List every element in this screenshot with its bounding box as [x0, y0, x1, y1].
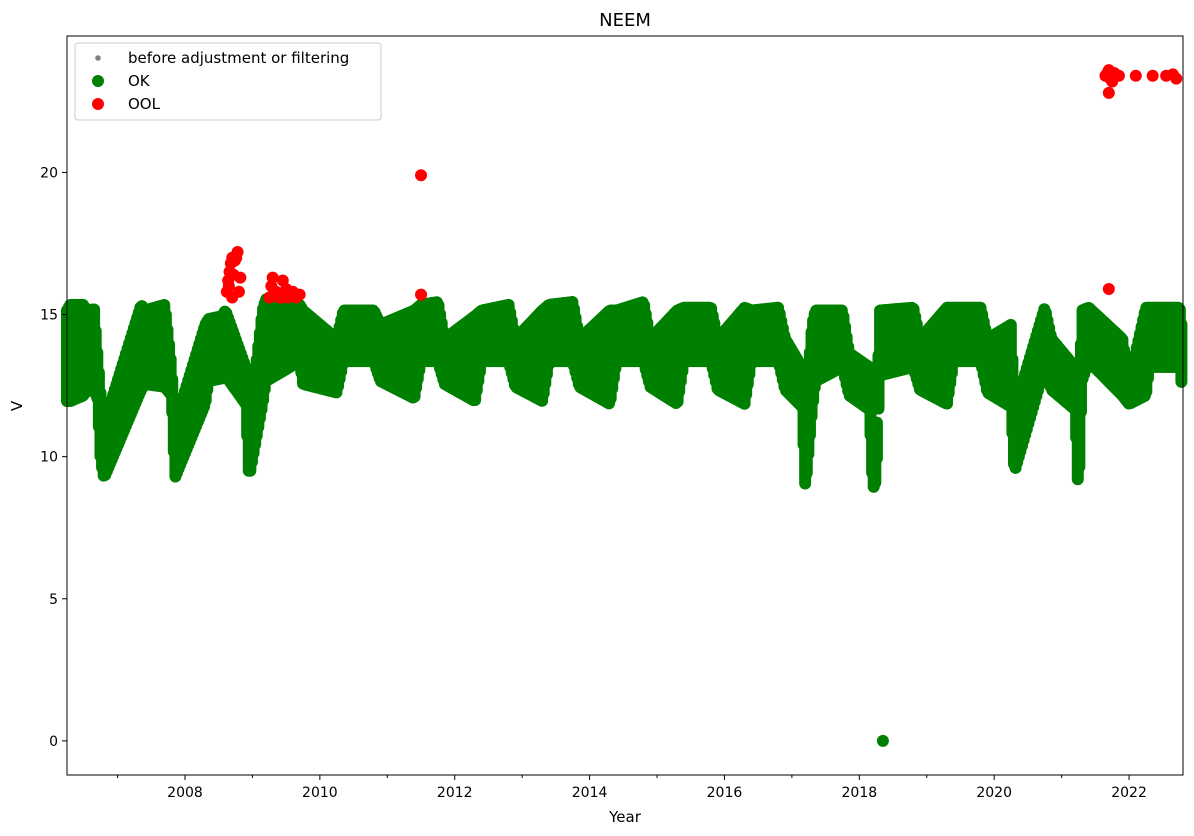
ok-series [61, 293, 1188, 747]
ool-point [1102, 282, 1115, 295]
plot-frame [66, 35, 1184, 776]
ool-point [226, 251, 239, 264]
x-tick-label: 2016 [707, 785, 743, 801]
y-axis-title: V [8, 400, 26, 411]
ool-point [1102, 86, 1115, 99]
ool-point [1112, 69, 1125, 82]
ool-point [222, 280, 235, 293]
legend: before adjustment or filtering OK OOL [74, 42, 382, 121]
x-axis: 2008 2010 2012 2014 2016 2018 2020 2022 [117, 775, 1147, 801]
y-tick-label: 0 [49, 734, 58, 750]
ool-point [415, 288, 428, 301]
y-tick-label: 5 [49, 592, 58, 608]
ool-point [1170, 72, 1183, 85]
legend-label-before: before adjustment or filtering [128, 49, 349, 67]
legend-label-ok: OK [128, 72, 151, 90]
x-tick-label: 2018 [842, 785, 878, 801]
x-tick-label: 2014 [572, 785, 608, 801]
y-axis: 0 5 10 15 20 [40, 165, 67, 750]
chart-title: NEEM [599, 10, 651, 31]
x-tick-label: 2012 [437, 785, 473, 801]
legend-label-ool: OOL [128, 95, 161, 113]
ool-point [415, 169, 428, 182]
y-tick-label: 10 [40, 450, 58, 466]
x-tick-label: 2020 [976, 785, 1012, 801]
ool-point [234, 271, 247, 284]
ool-point [293, 288, 306, 301]
x-axis-title: Year [608, 808, 642, 826]
legend-box [74, 42, 382, 121]
y-tick-label: 15 [40, 308, 58, 324]
ool-point [266, 271, 279, 284]
ok-point [876, 734, 889, 747]
ool-series [220, 64, 1183, 304]
ool-point [1129, 69, 1142, 82]
ool-point [1146, 69, 1159, 82]
legend-marker-ool [92, 98, 104, 110]
ool-point [281, 291, 294, 304]
x-tick-label: 2022 [1111, 785, 1147, 801]
x-tick-label: 2008 [167, 785, 203, 801]
legend-marker-before [95, 55, 101, 61]
ool-point [232, 285, 245, 298]
legend-marker-ok [92, 75, 104, 87]
x-tick-label: 2010 [302, 785, 338, 801]
y-tick-label: 20 [40, 165, 58, 181]
